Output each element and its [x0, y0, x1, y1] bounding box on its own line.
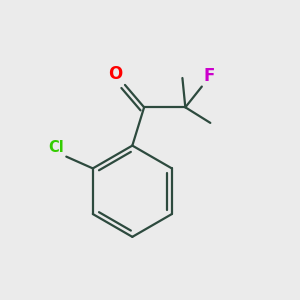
Text: O: O [108, 65, 122, 83]
Text: F: F [203, 67, 215, 85]
Text: Cl: Cl [48, 140, 64, 155]
